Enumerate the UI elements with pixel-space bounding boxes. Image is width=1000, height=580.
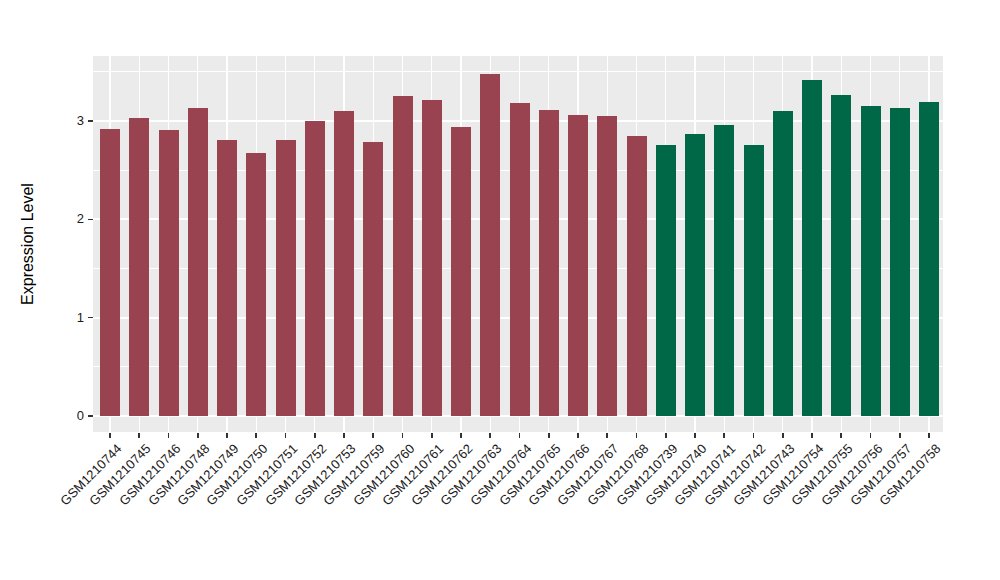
bar — [714, 125, 734, 416]
x-tick — [840, 433, 842, 438]
bar — [334, 111, 354, 416]
x-tick — [870, 433, 872, 438]
bar — [627, 136, 647, 416]
x-tick — [197, 433, 199, 438]
y-tick — [88, 120, 93, 122]
bar — [685, 134, 705, 416]
x-tick — [226, 433, 228, 438]
expression-bar-chart: Expression Level 0123 GSM1210744GSM12107… — [0, 0, 1000, 580]
y-tick-label: 0 — [44, 408, 84, 424]
x-tick — [519, 433, 521, 438]
x-tick — [460, 433, 462, 438]
x-tick — [109, 433, 111, 438]
x-tick — [723, 433, 725, 438]
x-tick — [372, 433, 374, 438]
bar — [568, 115, 588, 416]
bar — [597, 116, 617, 416]
y-axis-title: Expression Level — [17, 94, 39, 394]
bar — [217, 140, 237, 416]
bar — [744, 145, 764, 416]
x-tick — [899, 433, 901, 438]
x-tick — [753, 433, 755, 438]
x-tick — [548, 433, 550, 438]
bar — [451, 127, 471, 416]
x-tick — [314, 433, 316, 438]
bar — [129, 118, 149, 416]
x-tick — [577, 433, 579, 438]
bar — [539, 110, 559, 416]
y-tick — [88, 219, 93, 221]
x-tick — [431, 433, 433, 438]
x-tick — [489, 433, 491, 438]
bar — [480, 74, 500, 416]
x-tick — [168, 433, 170, 438]
bar — [305, 121, 325, 416]
bar — [802, 80, 822, 416]
bar — [100, 129, 120, 416]
bar — [510, 103, 530, 416]
bar — [919, 102, 939, 416]
bar — [861, 106, 881, 416]
y-tick-label: 2 — [44, 211, 84, 227]
bar — [422, 100, 442, 416]
bar — [393, 96, 413, 416]
bar — [276, 140, 296, 416]
y-tick — [88, 317, 93, 319]
bar — [831, 95, 851, 416]
y-tick — [88, 415, 93, 417]
x-tick — [636, 433, 638, 438]
x-tick — [665, 433, 667, 438]
y-tick-label: 1 — [44, 310, 84, 326]
x-tick — [138, 433, 140, 438]
bar — [363, 142, 383, 416]
bar — [890, 108, 910, 416]
y-tick-label: 3 — [44, 113, 84, 129]
x-tick — [606, 433, 608, 438]
x-tick — [782, 433, 784, 438]
bar — [773, 111, 793, 416]
bar — [246, 153, 266, 416]
bar — [656, 145, 676, 416]
x-tick — [343, 433, 345, 438]
x-tick — [255, 433, 257, 438]
x-tick — [402, 433, 404, 438]
plot-panel — [93, 56, 943, 432]
bar — [188, 108, 208, 416]
x-tick — [285, 433, 287, 438]
x-tick — [694, 433, 696, 438]
x-tick — [811, 433, 813, 438]
bar — [159, 130, 179, 416]
x-tick — [928, 433, 930, 438]
